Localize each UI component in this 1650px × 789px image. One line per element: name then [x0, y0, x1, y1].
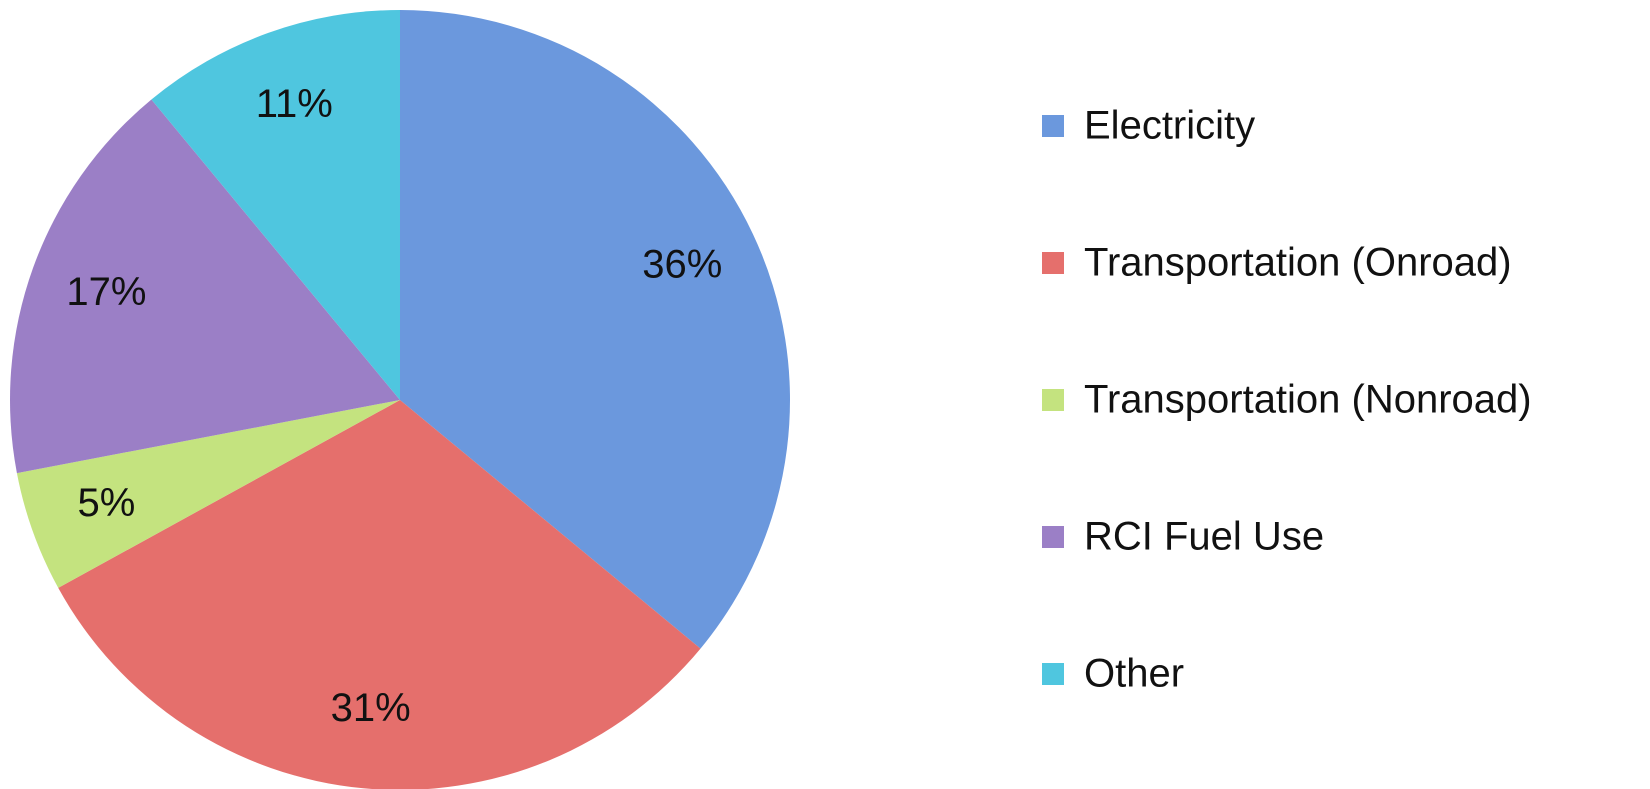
legend-swatch	[1042, 526, 1064, 548]
legend-label: RCI Fuel Use	[1084, 515, 1324, 559]
legend-label: Transportation (Nonroad)	[1084, 378, 1532, 422]
pie-slice	[16, 400, 401, 588]
legend-swatch	[1042, 115, 1064, 137]
pie-slice	[58, 400, 701, 789]
legend-swatch	[1042, 663, 1064, 685]
data-label: 11%	[256, 82, 333, 126]
legend-swatch	[1042, 252, 1064, 274]
data-label: 36%	[642, 243, 722, 287]
pie-slice	[9, 99, 400, 474]
legend-label: Electricity	[1084, 104, 1255, 148]
data-label: 31%	[331, 686, 411, 730]
legend-label: Transportation (Onroad)	[1084, 241, 1512, 285]
pie-slice	[151, 9, 400, 400]
legend-label: Other	[1084, 652, 1184, 696]
data-label: 17%	[66, 270, 146, 314]
legend-swatch	[1042, 389, 1064, 411]
pie-slice	[400, 10, 790, 649]
data-label: 5%	[78, 481, 136, 525]
